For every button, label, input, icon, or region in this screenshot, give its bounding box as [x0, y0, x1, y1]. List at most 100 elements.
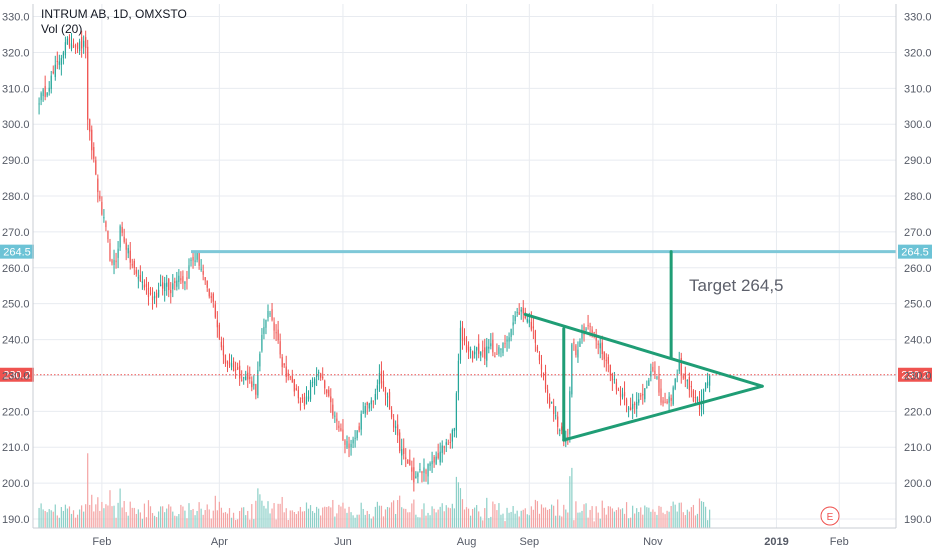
candle-body — [247, 372, 249, 380]
candle-body — [482, 350, 484, 352]
candle-body — [528, 319, 530, 323]
candle-body — [350, 443, 352, 448]
volume-bar — [559, 515, 561, 528]
candle-body — [89, 119, 91, 132]
y-tick-label-left: 310.0 — [2, 83, 30, 95]
volume-bar — [153, 515, 156, 528]
candle-body — [133, 260, 135, 268]
candle-body — [581, 330, 583, 339]
volume-bar — [160, 506, 162, 528]
candle-body — [226, 360, 229, 364]
candle-body — [512, 322, 514, 326]
candle-body — [76, 42, 79, 49]
volume-bar — [463, 509, 466, 528]
volume-bar — [243, 507, 245, 528]
candle-body — [486, 346, 488, 361]
candle-body — [575, 345, 577, 356]
candle-body — [332, 404, 334, 416]
volume-bar — [447, 507, 449, 528]
volume-bar — [224, 512, 227, 528]
volume-bar — [121, 507, 123, 528]
candle-body — [476, 347, 478, 351]
last-badge-left-bg — [0, 367, 34, 382]
volume-bar — [239, 511, 241, 528]
volume-bar — [704, 506, 707, 528]
volume-bar — [269, 513, 271, 528]
y-tick-label-left: 280.0 — [2, 191, 30, 203]
volume-bar — [125, 512, 127, 528]
volume-bar — [135, 513, 137, 528]
volume-bar — [619, 509, 622, 528]
volume-bar — [74, 517, 77, 528]
candle-body — [534, 330, 537, 343]
candle-body — [307, 396, 310, 400]
candle-body — [168, 278, 170, 291]
volume-bar — [449, 508, 451, 528]
volume-bar — [411, 503, 413, 528]
candle-body — [279, 341, 281, 355]
candle-body — [656, 377, 658, 379]
volume-bar — [358, 514, 360, 528]
candle-body — [706, 381, 709, 386]
volume-bar — [557, 499, 559, 528]
volume-bar — [654, 511, 656, 528]
volume-bar — [234, 520, 237, 528]
candle-body — [281, 357, 283, 368]
candle-body — [636, 401, 638, 409]
volume-bar — [247, 510, 249, 528]
volume-bar — [532, 509, 534, 528]
candle-body — [348, 443, 350, 448]
volume-bar — [401, 507, 403, 528]
volume-bar — [320, 515, 322, 528]
candle-body — [368, 403, 370, 409]
y-tick-label-right: 280.0 — [904, 191, 932, 203]
volume-bar — [465, 507, 468, 528]
candle-body — [91, 129, 93, 151]
candle-body — [271, 309, 273, 321]
volume-bar — [644, 505, 646, 528]
volume-bar — [299, 506, 302, 528]
candle-body — [188, 265, 190, 279]
candle-body — [696, 397, 699, 402]
candle-body — [548, 397, 551, 407]
candle-body — [322, 376, 324, 379]
volume-bar — [650, 511, 652, 528]
candle-body — [72, 44, 75, 48]
volume-bar — [469, 515, 472, 528]
candle-body — [451, 430, 453, 442]
volume-bar — [520, 510, 522, 528]
volume-bar — [340, 506, 342, 528]
candle-body — [388, 392, 391, 410]
last-badge-left-text: 230.2 — [3, 370, 31, 382]
candle-body — [640, 395, 642, 397]
volume-bar — [301, 511, 304, 528]
x-tick-label: Aug — [457, 536, 477, 548]
earnings-event-marker[interactable] — [820, 506, 840, 526]
volume-bar — [311, 511, 314, 528]
volume-bar — [617, 507, 620, 528]
volume-bar — [291, 510, 293, 528]
volume-bar — [427, 512, 429, 528]
candle-body — [149, 292, 152, 294]
volume-bar — [621, 508, 624, 528]
candle-body — [224, 354, 227, 364]
candles — [38, 30, 711, 492]
candle-body — [186, 277, 188, 280]
candle-body — [85, 37, 87, 49]
volume-bar — [251, 504, 253, 528]
volume-bar — [478, 511, 480, 528]
volume-bar — [518, 516, 520, 528]
volume-bar — [58, 517, 60, 528]
candle-body — [453, 428, 455, 432]
volume-bar — [68, 506, 71, 528]
candle-body — [429, 463, 431, 466]
volume-bar — [91, 494, 93, 528]
candle-body — [58, 61, 60, 65]
volume-bar — [149, 506, 152, 528]
volume-bar — [336, 513, 338, 528]
candle-body — [644, 388, 646, 400]
volume-bar — [605, 514, 607, 528]
volume-bar — [253, 519, 255, 528]
volume-bar — [265, 508, 267, 528]
